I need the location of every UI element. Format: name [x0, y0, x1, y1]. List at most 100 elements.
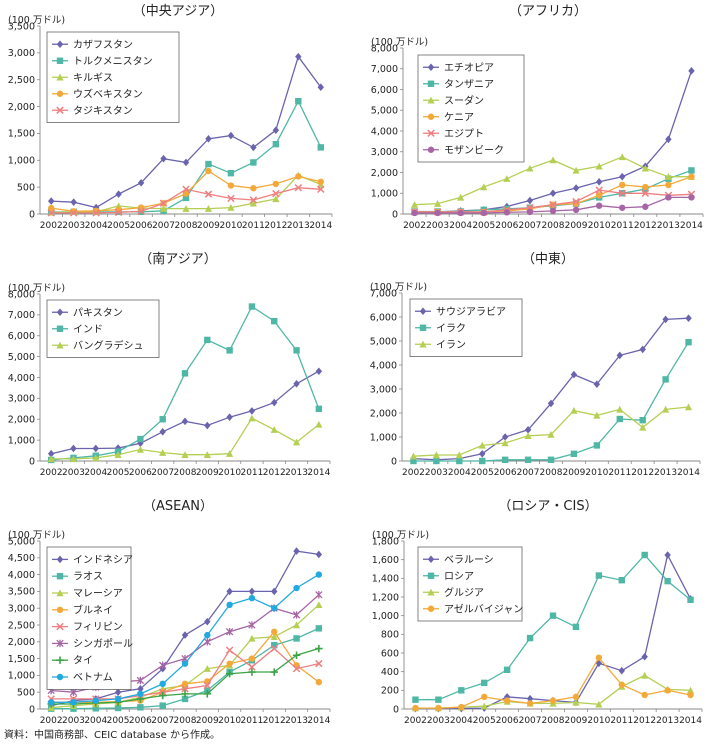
y-tick-label: 3,500	[8, 21, 35, 32]
data-point	[181, 695, 189, 703]
legend-marker	[56, 57, 64, 64]
y-tick-label: 500	[17, 182, 35, 193]
data-point	[315, 550, 323, 559]
data-point	[572, 197, 580, 206]
data-point	[642, 203, 649, 210]
x-tick-label: 2012	[634, 221, 657, 231]
data-point	[687, 596, 694, 603]
legend-marker	[56, 589, 64, 597]
data-point	[92, 705, 99, 712]
data-point	[664, 551, 671, 559]
x-tick-label: 2012	[631, 468, 654, 478]
data-point	[685, 339, 692, 346]
y-tick-label: 4,000	[8, 570, 35, 581]
legend-marker	[56, 40, 64, 49]
series-8	[47, 571, 323, 706]
x-tick-label: 2009	[196, 468, 219, 478]
data-point	[295, 52, 302, 61]
y-tick-label: 2,500	[8, 620, 35, 631]
data-point	[412, 696, 419, 703]
data-point	[432, 451, 440, 459]
data-point	[248, 663, 256, 671]
legend-marker	[427, 113, 435, 120]
y-tick-label: 1,000	[371, 189, 398, 200]
legend-label: フィリピン	[73, 621, 123, 633]
data-point	[616, 405, 624, 413]
data-point	[595, 202, 603, 209]
series-1	[47, 367, 323, 458]
x-tick-label: 2013	[656, 716, 679, 726]
data-point	[457, 193, 465, 201]
y-tick-label: 6,000	[8, 331, 35, 342]
data-point	[434, 209, 441, 217]
data-point	[315, 367, 323, 376]
x-tick-label: 2002	[40, 716, 63, 726]
data-point	[227, 131, 235, 140]
data-point	[182, 158, 190, 167]
data-point	[181, 370, 189, 377]
legend-marker	[56, 308, 64, 317]
data-point	[317, 144, 324, 151]
legend-label: カザフスタン	[73, 39, 133, 51]
data-point	[294, 183, 303, 192]
x-tick-label: 2002	[402, 468, 425, 478]
x-tick-label: 2006	[129, 468, 152, 478]
data-point	[159, 449, 167, 456]
data-point	[271, 398, 278, 407]
series-2	[410, 339, 692, 465]
data-point	[225, 628, 234, 636]
data-point	[618, 577, 625, 584]
legend-marker	[427, 146, 435, 153]
legend-box	[417, 54, 525, 163]
x-tick-label: 2005	[107, 468, 130, 478]
data-point	[292, 438, 301, 446]
data-point	[480, 183, 488, 191]
x-tick-label: 2012	[263, 468, 286, 478]
x-tick-label: 2008	[542, 716, 565, 726]
data-point	[410, 201, 419, 208]
data-point	[92, 697, 99, 704]
legend-label: パキスタン	[73, 307, 123, 319]
data-point	[159, 427, 166, 436]
series-3	[410, 153, 696, 208]
source-note: 資料：中国商務部、CEIC database から作成。	[4, 730, 220, 741]
chart-panel-3: （南アジア） (100 万ドル) 0 1,000 2,000 3,000 4,000 5,00…	[8, 251, 331, 478]
data-point	[248, 621, 256, 629]
data-point	[48, 204, 55, 212]
data-point	[549, 697, 557, 704]
data-point	[412, 704, 419, 712]
data-point	[315, 659, 323, 668]
legend-label: タイ	[73, 655, 93, 667]
legend-marker	[56, 606, 64, 613]
data-point	[315, 625, 323, 632]
y-tick-label: 2,000	[370, 408, 397, 419]
x-tick-label: 2013	[287, 221, 310, 231]
x-tick-label: 2008	[540, 468, 563, 478]
y-tick-label: 600	[381, 648, 399, 659]
data-point	[47, 449, 55, 458]
data-point	[524, 432, 532, 439]
data-point	[665, 181, 672, 189]
legend-marker	[427, 588, 435, 596]
x-tick-label: 2004	[450, 716, 473, 726]
data-point	[114, 695, 122, 703]
data-point	[204, 421, 211, 430]
data-point	[47, 209, 55, 217]
x-tick-label: 2003	[62, 716, 85, 726]
data-point	[114, 444, 122, 452]
data-point	[315, 571, 323, 578]
data-point	[570, 407, 578, 414]
legend-marker	[427, 63, 435, 72]
data-point	[160, 154, 167, 163]
data-point	[688, 67, 695, 75]
data-point	[595, 700, 603, 708]
data-point	[639, 423, 647, 431]
x-tick-label: 2008	[174, 716, 197, 726]
legend-label: ブルネイ	[73, 603, 113, 616]
y-tick-label: 3,000	[8, 48, 35, 59]
x-tick-label: 2007	[151, 468, 174, 478]
data-point	[226, 347, 233, 354]
data-point	[270, 426, 278, 433]
data-point	[182, 185, 190, 194]
